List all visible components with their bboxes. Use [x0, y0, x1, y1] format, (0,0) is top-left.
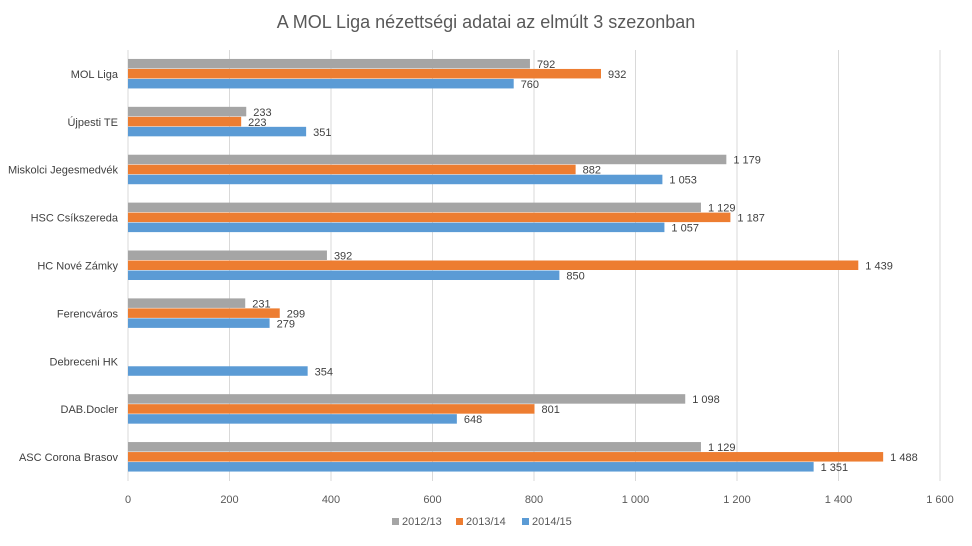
category-label: Ferencváros	[57, 308, 119, 320]
chart-title: A MOL Liga nézettségi adatai az elmúlt 3…	[277, 12, 696, 32]
data-label: 351	[313, 127, 331, 139]
x-tick-label: 200	[220, 494, 238, 506]
legend-label: 2013/14	[466, 516, 506, 528]
bar	[128, 164, 576, 175]
bar	[128, 366, 308, 376]
legend-label: 2012/13	[402, 516, 442, 528]
data-label: 648	[464, 414, 482, 426]
data-label: 882	[583, 165, 601, 177]
x-tick-label: 0	[125, 494, 131, 506]
bar	[128, 222, 665, 233]
category-label: Újpesti TE	[67, 116, 118, 129]
category-label: HC Nové Zámky	[37, 261, 118, 273]
bar	[128, 442, 701, 452]
x-tick-label: 400	[322, 494, 340, 506]
bar	[128, 202, 701, 213]
bar	[128, 298, 246, 308]
bar	[128, 106, 247, 117]
data-label: 233	[253, 107, 271, 119]
category-label: DAB.Docler	[61, 404, 119, 416]
bar	[128, 126, 307, 137]
bar	[128, 154, 727, 165]
category-label: Miskolci Jegesmedvék	[8, 165, 119, 177]
x-tick-label: 800	[525, 494, 543, 506]
data-label: 850	[566, 271, 584, 283]
data-label: 1 129	[708, 442, 736, 454]
data-label: 1 179	[733, 155, 761, 167]
bar	[128, 116, 242, 127]
x-tick-label: 600	[423, 494, 441, 506]
bar	[128, 404, 535, 414]
bar	[128, 414, 457, 424]
data-label: 1 187	[737, 213, 765, 225]
bar	[128, 68, 601, 79]
legend-item: 2012/13	[392, 516, 442, 528]
data-label: 801	[542, 404, 560, 416]
legend-swatch	[456, 518, 463, 525]
data-label: 1 053	[669, 175, 697, 187]
data-label: 1 488	[890, 452, 918, 464]
bar	[128, 174, 663, 185]
data-label: 299	[287, 308, 305, 320]
data-label: 1 351	[821, 462, 849, 474]
legend-item: 2014/15	[522, 516, 572, 528]
data-label: 392	[334, 251, 352, 263]
x-tick-label: 1 600	[926, 494, 954, 506]
legend-item: 2013/14	[456, 516, 506, 528]
data-label: 1 439	[865, 261, 893, 273]
category-label: MOL Liga	[71, 69, 119, 81]
bar	[128, 212, 731, 223]
data-label: 1 129	[708, 203, 736, 215]
bar	[128, 318, 270, 328]
data-label: 760	[521, 79, 539, 91]
data-label: 792	[537, 59, 555, 71]
bar	[128, 462, 814, 472]
data-label: 279	[277, 318, 295, 330]
bar	[128, 452, 884, 462]
data-label: 932	[608, 69, 626, 81]
category-label: Debreceni HK	[50, 356, 119, 368]
bar	[128, 58, 530, 69]
legend-swatch	[522, 518, 529, 525]
legend-label: 2014/15	[532, 516, 572, 528]
x-tick-label: 1 400	[825, 494, 853, 506]
category-label: HSC Csíkszereda	[31, 213, 119, 225]
bar	[128, 250, 327, 260]
legend-swatch	[392, 518, 399, 525]
bar	[128, 394, 686, 404]
bar	[128, 270, 560, 280]
x-tick-label: 1 200	[723, 494, 751, 506]
data-label: 1 098	[692, 394, 720, 406]
data-label: 231	[252, 298, 270, 310]
category-label: ASC Corona Brasov	[19, 452, 119, 464]
bar	[128, 260, 859, 270]
data-label: 223	[248, 117, 266, 129]
data-label: 354	[315, 366, 333, 378]
x-tick-label: 1 000	[622, 494, 650, 506]
data-label: 1 057	[671, 223, 699, 235]
bar	[128, 308, 280, 318]
bar	[128, 78, 514, 89]
